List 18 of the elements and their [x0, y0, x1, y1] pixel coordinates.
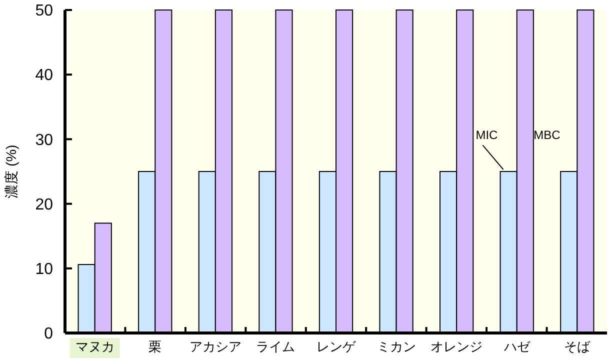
x-tick-label: ライム	[256, 339, 296, 354]
x-tick-label: マヌカ	[75, 339, 114, 354]
text: MIC	[476, 128, 498, 142]
y-tick-label: 20	[35, 196, 54, 214]
y-tick-label: 0	[44, 326, 54, 343]
series-label: MBC	[534, 128, 561, 142]
x-tick-label: そば	[564, 339, 592, 354]
x-tick-label: レンゲ	[316, 339, 356, 354]
y-axis-title: 濃度 (%)	[3, 144, 19, 198]
y-tick-label: 30	[35, 132, 54, 149]
x-tick-label: オレンジ	[430, 339, 483, 354]
y-tick-label: 40	[35, 67, 54, 84]
y-tick-label: 50	[35, 2, 54, 20]
x-tick-label: ハゼ	[502, 339, 531, 354]
x-tick-label: アカシア	[189, 339, 242, 354]
x-tick-label: 栗	[148, 339, 162, 354]
y-tick-label: 10	[35, 261, 54, 278]
x-tick-label: ミカン	[376, 339, 416, 354]
